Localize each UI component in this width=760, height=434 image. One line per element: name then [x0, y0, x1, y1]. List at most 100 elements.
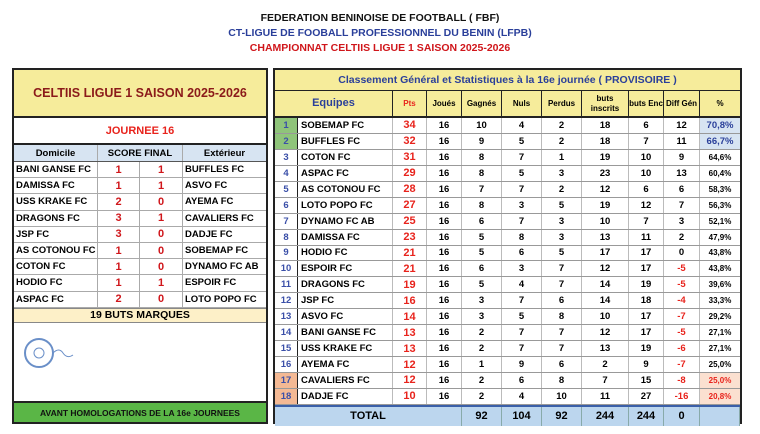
won: 2: [462, 373, 502, 388]
league-title: CT-LIGUE DE FOOBALL PROFESSIONNEL DU BEN…: [228, 27, 532, 39]
match-row: COTON FC 1 0 DYNAMO FC AB: [14, 259, 266, 276]
goal-diff: 7: [664, 197, 700, 213]
standings-row: 10 ESPOIR FC 21 16 6 3 7 12 17 -5 43,8%: [275, 261, 740, 278]
home-header: Domicile: [14, 145, 98, 161]
total-drawn: 104: [502, 406, 542, 426]
goal-diff: -5: [664, 325, 700, 341]
standings-row: 17 CAVALIERS FC 12 16 2 6 8 7 15 -8 25,0%: [275, 373, 740, 389]
match-row: ASPAC FC 2 0 LOTO POPO FC: [14, 291, 266, 308]
rank: 7: [275, 213, 298, 229]
goals-for: 10: [582, 309, 629, 325]
standings-title: Classement Général et Statistiques à la …: [275, 70, 740, 91]
played: 16: [427, 277, 462, 293]
rank: 16: [275, 357, 298, 372]
match-row: BANI GANSE FC 1 1 BUFFLES FC: [14, 162, 266, 179]
goals-for: 13: [582, 341, 629, 357]
rank: 17: [275, 373, 298, 388]
pts-header: Pts: [393, 91, 427, 116]
played: 16: [427, 325, 462, 341]
home-team: ASPAC FC: [14, 291, 98, 307]
goals-for: 18: [582, 133, 629, 149]
goals-against: 10: [629, 165, 664, 181]
lost: 2: [542, 118, 582, 133]
lost: 5: [542, 245, 582, 261]
team-name: DRAGONS FC: [298, 277, 393, 293]
results-header: Domicile SCORE FINAL Extérieur: [14, 145, 266, 162]
away-team: LOTO POPO FC: [185, 293, 257, 305]
standings-row: 5 AS COTONOU FC 28 16 7 7 2 12 6 6 58,3%: [275, 181, 740, 198]
home-score: 2: [98, 291, 140, 307]
drawn: 5: [502, 133, 542, 149]
rank: 2: [275, 133, 298, 149]
standings-row: 18 DADJE FC 10 16 2 4 10 11 27 -16 20,8%: [275, 388, 740, 405]
won: 9: [462, 133, 502, 149]
standings-row: 12 JSP FC 16 16 3 7 6 14 18 -4 33,3%: [275, 293, 740, 310]
total-row: TOTAL 92 104 92 244 244 0: [275, 404, 740, 426]
standings-row: 6 LOTO POPO FC 27 16 8 3 5 19 12 7 56,3%: [275, 197, 740, 214]
win-pct: 58,3%: [708, 184, 732, 194]
total-lost: 92: [542, 406, 582, 426]
played: 16: [427, 373, 462, 388]
drawn: 7: [502, 181, 542, 197]
win-pct: 39,6%: [708, 280, 732, 290]
lost: 7: [542, 325, 582, 341]
total-label: TOTAL: [275, 406, 462, 426]
points: 25: [393, 213, 427, 229]
away-team: ASVO FC: [185, 180, 228, 192]
home-team: COTON FC: [14, 259, 98, 275]
away-header: Extérieur: [203, 147, 246, 159]
lost: 7: [542, 341, 582, 357]
win-pct: 52,1%: [708, 216, 732, 226]
win-pct: 56,3%: [708, 200, 732, 210]
won: 5: [462, 277, 502, 293]
drawn: 6: [502, 373, 542, 388]
goals-against: 19: [629, 341, 664, 357]
team-name: ASVO FC: [298, 309, 393, 325]
drawn: 7: [502, 325, 542, 341]
lost-header: Perdus: [542, 91, 582, 116]
official-stamp-icon: [24, 337, 74, 368]
team-name: CAVALIERS FC: [298, 373, 393, 388]
standings-row: 16 AYEMA FC 12 16 1 9 6 2 9 -7 25,0%: [275, 357, 740, 373]
goals-for: 14: [582, 277, 629, 293]
drawn: 3: [502, 261, 542, 277]
points: 21: [393, 245, 427, 261]
won: 6: [462, 261, 502, 277]
away-team: AYEMA FC: [185, 196, 234, 208]
drawn: 9: [502, 357, 542, 372]
rank: 12: [275, 293, 298, 309]
goals-for: 11: [582, 388, 629, 404]
goals-for: 23: [582, 165, 629, 181]
standings-header: Equipes Pts Joués Gagnés Nuls Perdus but…: [275, 91, 740, 118]
rank: 1: [275, 118, 298, 133]
standings-row: 14 BANI GANSE FC 13 16 2 7 7 12 17 -5 27,1%: [275, 325, 740, 342]
rank: 6: [275, 197, 298, 213]
standings-row: 3 COTON FC 31 16 8 7 1 19 10 9 64,6%: [275, 149, 740, 166]
away-score: 0: [140, 194, 183, 210]
team-name: ASPAC FC: [298, 165, 393, 181]
team-name: COTON FC: [298, 149, 393, 165]
total-ga: 244: [629, 406, 664, 426]
goal-diff: -6: [664, 341, 700, 357]
goal-diff: 9: [664, 149, 700, 165]
away-score: 1: [140, 210, 183, 226]
home-score: 1: [98, 162, 140, 178]
drawn: 7: [502, 341, 542, 357]
goals-against: 7: [629, 213, 664, 229]
home-score: 3: [98, 226, 140, 242]
goal-diff: 6: [664, 181, 700, 197]
goal-diff: 13: [664, 165, 700, 181]
played-header: Joués: [427, 91, 462, 116]
goals-against: 7: [629, 133, 664, 149]
rank: 4: [275, 165, 298, 181]
points: 12: [393, 373, 427, 388]
played: 16: [427, 357, 462, 372]
played: 16: [427, 118, 462, 133]
won: 5: [462, 229, 502, 245]
lost: 6: [542, 293, 582, 309]
goal-diff: -16: [664, 388, 700, 404]
goals-against: 15: [629, 373, 664, 388]
standings-row: 7 DYNAMO FC AB 25 16 6 7 3 10 7 3 52,1%: [275, 213, 740, 230]
won: 2: [462, 388, 502, 404]
standings-row: 4 ASPAC FC 29 16 8 5 3 23 10 13 60,4%: [275, 165, 740, 182]
